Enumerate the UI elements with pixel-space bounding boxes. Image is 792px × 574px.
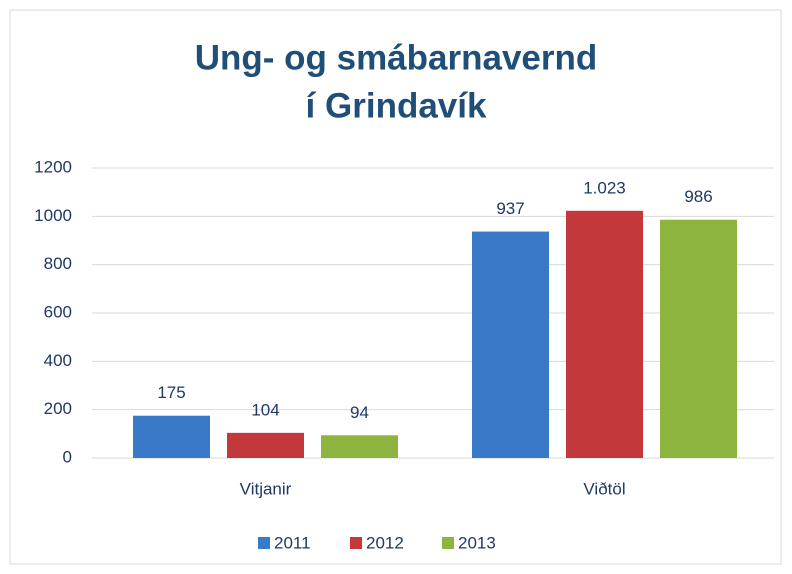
bar [227,432,304,458]
bar [321,435,398,458]
y-tick-label: 800 [44,254,72,273]
chart-title: Ung- og smábarnavernd [195,38,598,77]
bar [133,415,210,458]
x-tick-label: Vitjanir [240,479,292,498]
y-tick-label: 0 [63,447,72,466]
y-tick-label: 1000 [34,206,72,225]
legend-label: 2012 [366,533,404,552]
y-tick-label: 1200 [34,157,72,176]
data-label: 104 [251,400,279,419]
legend-swatch [350,537,362,549]
legend-label: 2011 [274,533,311,552]
bar [660,219,737,458]
legend-swatch [258,537,270,549]
data-label: 986 [684,187,712,206]
data-label: 937 [496,199,524,218]
legend-label: 2013 [458,533,496,552]
bar [472,231,549,458]
x-tick-label: Viðtöl [583,479,625,498]
data-label: 94 [350,403,369,422]
y-tick-label: 600 [44,302,72,321]
chart-title: í Grindavík [306,86,487,125]
chart-border [9,9,782,565]
y-tick-label: 400 [44,351,72,370]
bar [566,210,643,458]
y-tick-label: 200 [44,399,72,418]
data-label: 175 [157,383,185,402]
legend-swatch [442,537,454,549]
data-label: 1.023 [583,178,626,197]
